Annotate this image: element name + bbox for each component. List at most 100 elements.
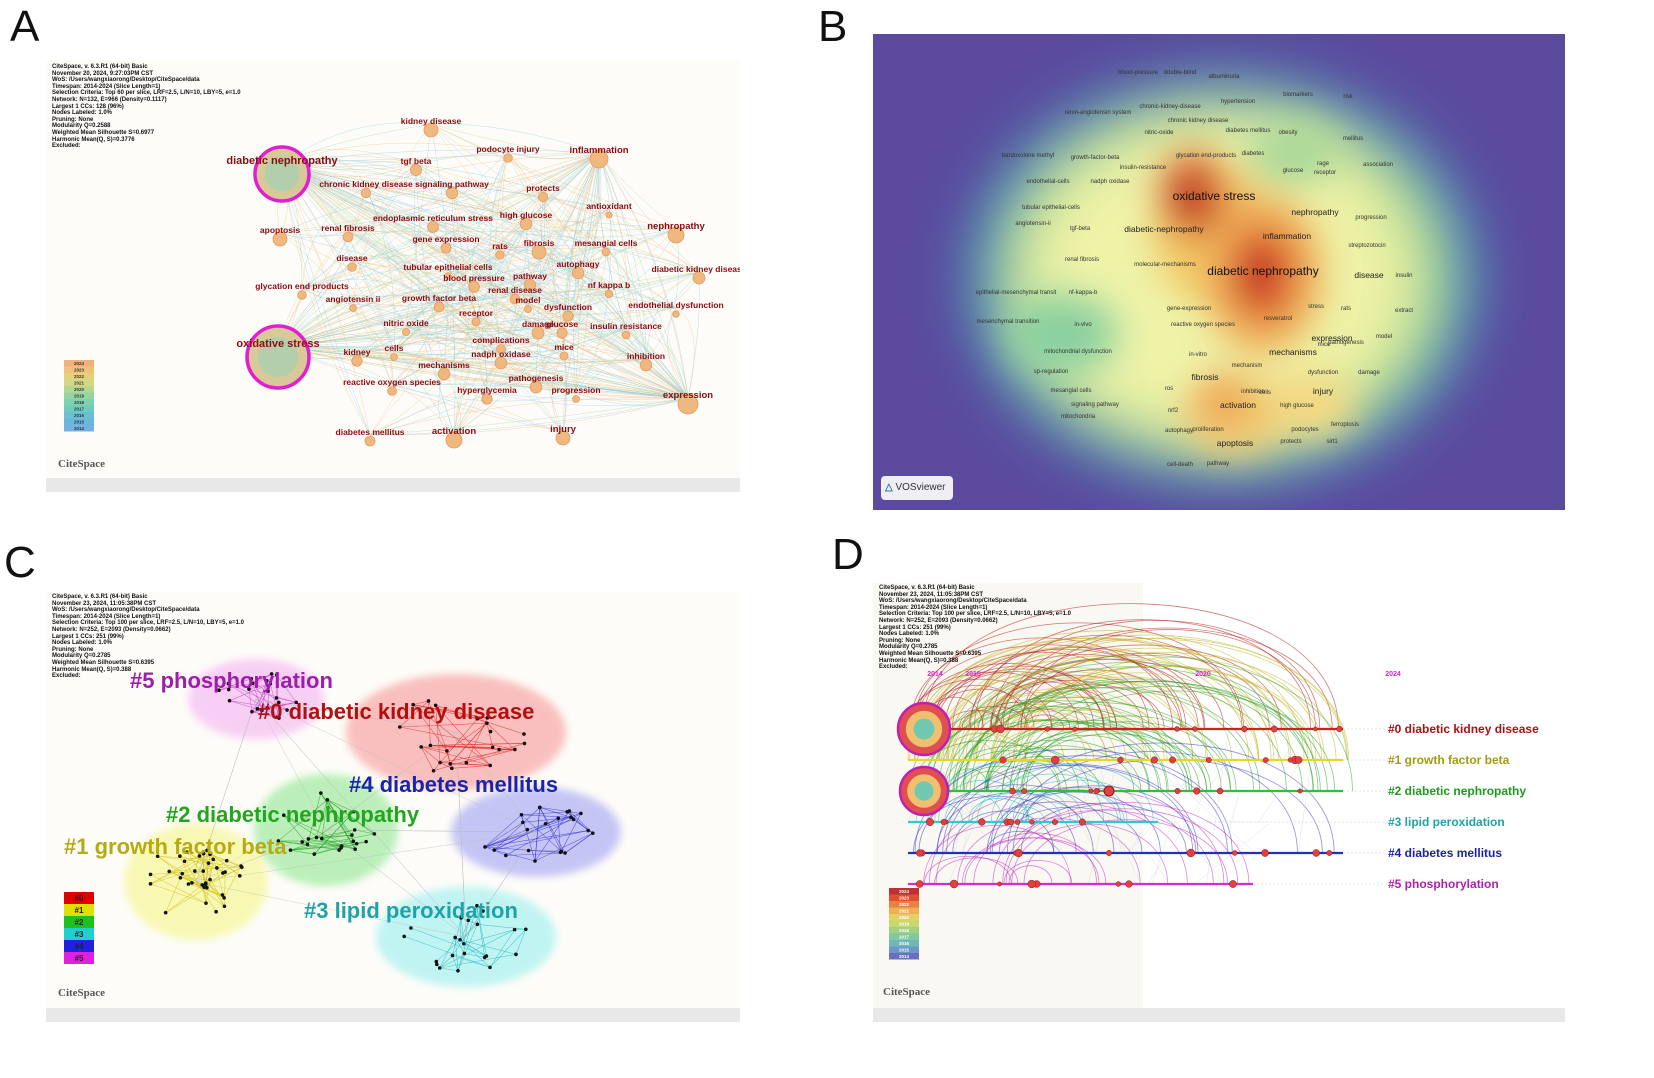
network-edge <box>405 325 689 399</box>
cluster-node <box>208 851 212 856</box>
cluster-node <box>178 875 183 880</box>
timeline-node <box>1174 788 1181 794</box>
cluster-node <box>533 859 537 863</box>
cluster-legend-swatch <box>64 952 94 964</box>
cluster-edge <box>404 936 491 968</box>
network-edge <box>281 152 600 165</box>
keyword-label: disease <box>1354 270 1384 280</box>
keyword-label: in-vitro <box>1189 352 1208 358</box>
cluster-edge <box>218 678 252 691</box>
cluster-edge <box>209 843 225 898</box>
cluster-edge <box>433 743 525 772</box>
year-legend-swatch <box>64 418 94 425</box>
network-edge <box>301 288 689 399</box>
cluster-edge <box>283 814 356 850</box>
network-edge <box>415 163 677 230</box>
keyword-label: diabetes <box>1242 151 1265 157</box>
cluster-edge <box>327 799 375 835</box>
cluster-node <box>434 962 439 967</box>
cluster-edge <box>188 853 211 885</box>
cluster-edge <box>476 905 487 957</box>
network-edge <box>391 302 529 386</box>
keyword-label: sp-regulation <box>1034 369 1069 375</box>
network-edge <box>415 163 501 250</box>
cluster-node <box>337 848 341 852</box>
network-edge <box>346 287 354 303</box>
keyword-label: mesenchymal transition <box>976 319 1039 325</box>
year-legend-swatch <box>889 914 919 921</box>
network-edge <box>281 163 565 351</box>
timeline-arc <box>984 720 1207 792</box>
timeline-cluster-label: #2 diabetic nephropathy <box>1388 784 1526 798</box>
keyword-label: pathway <box>513 271 547 281</box>
keyword-node <box>589 149 609 169</box>
metadata-line: Selection Criteria: Top 100 per slice, L… <box>52 620 244 627</box>
cluster-node <box>402 934 406 939</box>
timeline-node <box>1115 881 1122 887</box>
keyword-label: pathogenesis <box>509 373 564 383</box>
cluster-legend-label: #1 <box>75 906 84 915</box>
cluster-node <box>419 745 423 749</box>
year-legend-swatch <box>64 392 94 399</box>
timeline-arc <box>939 649 1260 761</box>
hub-node-core <box>257 336 299 378</box>
keyword-label: mesangial cells <box>1050 388 1091 394</box>
cluster-node <box>475 717 480 721</box>
cluster-edge <box>484 819 574 848</box>
timeline-cluster-label: #0 diabetic kidney disease <box>1388 722 1539 736</box>
timeline-node <box>1312 849 1320 857</box>
network-edge <box>451 186 579 268</box>
network-edge <box>430 123 600 154</box>
cluster-node <box>215 866 219 870</box>
cluster-node <box>461 941 466 946</box>
keyword-label: high glucose <box>1280 403 1314 409</box>
keyword-label: diabetes mellitus <box>1226 128 1271 134</box>
metadata-line: Largest 1 CCs: 251 (99%) <box>52 633 124 640</box>
network-edge <box>473 280 689 399</box>
keyword-node <box>471 317 481 327</box>
cluster-edge <box>421 746 491 766</box>
keyword-label: reactive oxygen species <box>1171 322 1235 328</box>
cluster-legend-label: #5 <box>75 954 84 963</box>
cluster-node <box>255 706 260 711</box>
cluster-edge <box>450 763 491 766</box>
network-edge <box>301 288 440 307</box>
year-legend-label: 2023 <box>899 896 910 901</box>
metadata-line: Modularity Q=0.2785 <box>52 653 111 660</box>
cluster-edge <box>534 810 570 862</box>
cluster-edge <box>421 746 447 752</box>
timeline-node <box>1117 756 1124 764</box>
keyword-label: nadph oxidase <box>471 349 531 359</box>
cluster-edge <box>399 722 487 728</box>
year-legend-swatch <box>889 940 919 947</box>
timeline-arc <box>998 807 1143 854</box>
keyword-label: renal fibrosis <box>1065 257 1099 263</box>
keyword-label: nrf2 <box>1168 408 1179 414</box>
network-edge <box>567 152 600 311</box>
timeline-node <box>1105 850 1112 856</box>
year-legend-swatch <box>889 933 919 940</box>
cluster-node <box>458 938 462 942</box>
year-legend-swatch <box>64 412 94 419</box>
keyword-label: disease <box>336 253 367 263</box>
timeline-view-svg: 2014 2015 2020 2024 #0 diabetic kidney dise… <box>873 583 1565 1022</box>
network-edge <box>551 349 565 433</box>
keyword-label: glucose <box>546 319 578 329</box>
year-legend-label: 2020 <box>74 387 85 392</box>
year-legend-label: 2018 <box>899 928 910 933</box>
network-edge <box>598 152 647 360</box>
cross-cluster-edge <box>195 829 327 883</box>
cluster-node <box>450 953 455 958</box>
timeline-arc <box>958 658 1279 761</box>
network-edge <box>605 245 689 399</box>
keyword-label: stress <box>1308 304 1324 310</box>
cluster-edge <box>321 834 352 839</box>
network-edge <box>507 151 600 159</box>
network-edge <box>351 260 502 358</box>
year-legend-label: 2022 <box>74 374 85 379</box>
cluster-node <box>466 918 471 923</box>
keyword-label: renin-angiotensin system <box>1065 110 1132 116</box>
cluster-node <box>223 870 227 874</box>
cluster-node <box>227 698 232 703</box>
cross-cluster-edge <box>255 698 327 831</box>
